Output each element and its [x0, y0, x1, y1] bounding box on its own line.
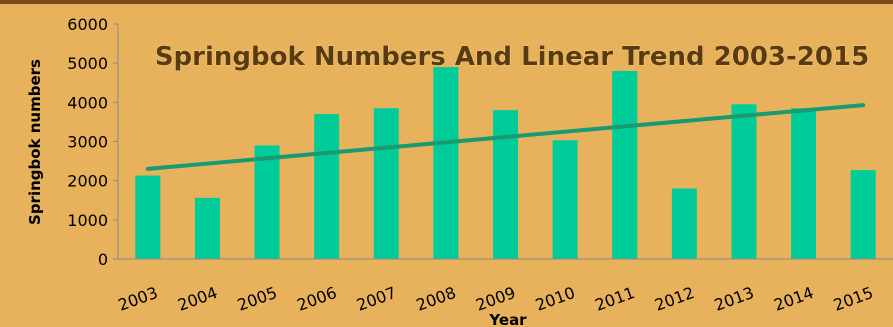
x-tick-label: 2014 — [771, 283, 816, 315]
x-tick-label: 2010 — [533, 283, 578, 315]
bars-group — [135, 67, 876, 260]
y-axis-title: Springbok numbers — [26, 59, 44, 225]
x-tick-label: 2003 — [116, 283, 161, 315]
x-tick-label: 2011 — [592, 283, 637, 315]
x-tick-label: 2004 — [175, 283, 220, 315]
bar-2009 — [493, 110, 518, 260]
y-tick-label: 5000 — [67, 54, 108, 73]
trend-line — [145, 103, 866, 171]
bar-2006 — [314, 114, 340, 259]
bar-2014 — [791, 108, 817, 259]
trend-group — [145, 103, 866, 171]
bar-2005 — [254, 145, 280, 259]
y-tick-label: 4000 — [67, 93, 108, 112]
x-tick-label: 2008 — [414, 283, 459, 315]
bar-2008 — [433, 67, 459, 259]
chart-title: Springbok Numbers And Linear Trend 2003-… — [155, 42, 869, 72]
bar-2011 — [612, 71, 638, 259]
x-tick-label: 2012 — [652, 283, 697, 315]
x-tick-label: 2007 — [354, 283, 399, 315]
x-tick-label: 2006 — [294, 283, 339, 315]
bar-2010 — [552, 140, 578, 259]
x-axis: 2003 2004 2005 2006 2007 2008 2009 2010 2011 2012… — [116, 258, 893, 315]
bar-2012 — [671, 188, 697, 259]
bar-2015 — [850, 170, 876, 259]
y-axis: 0 1000 2000 3000 4000 5000 6000 — [67, 15, 119, 269]
y-tick-label: 1000 — [67, 211, 108, 230]
bar-2013 — [731, 104, 757, 260]
bar-2003 — [135, 175, 161, 259]
bar-2007 — [373, 108, 399, 259]
y-tick-label: 3000 — [67, 133, 108, 152]
bar-2004 — [194, 197, 220, 259]
y-tick-label: 0 — [98, 250, 108, 269]
y-tick-label: 6000 — [67, 15, 108, 34]
x-tick-label: 2009 — [473, 283, 518, 315]
y-tick-label: 2000 — [67, 172, 108, 191]
x-axis-title: Year — [488, 311, 527, 327]
x-tick-label: 2005 — [235, 283, 280, 315]
x-tick-label: 2015 — [831, 283, 876, 315]
x-tick-label: 2013 — [712, 283, 757, 315]
